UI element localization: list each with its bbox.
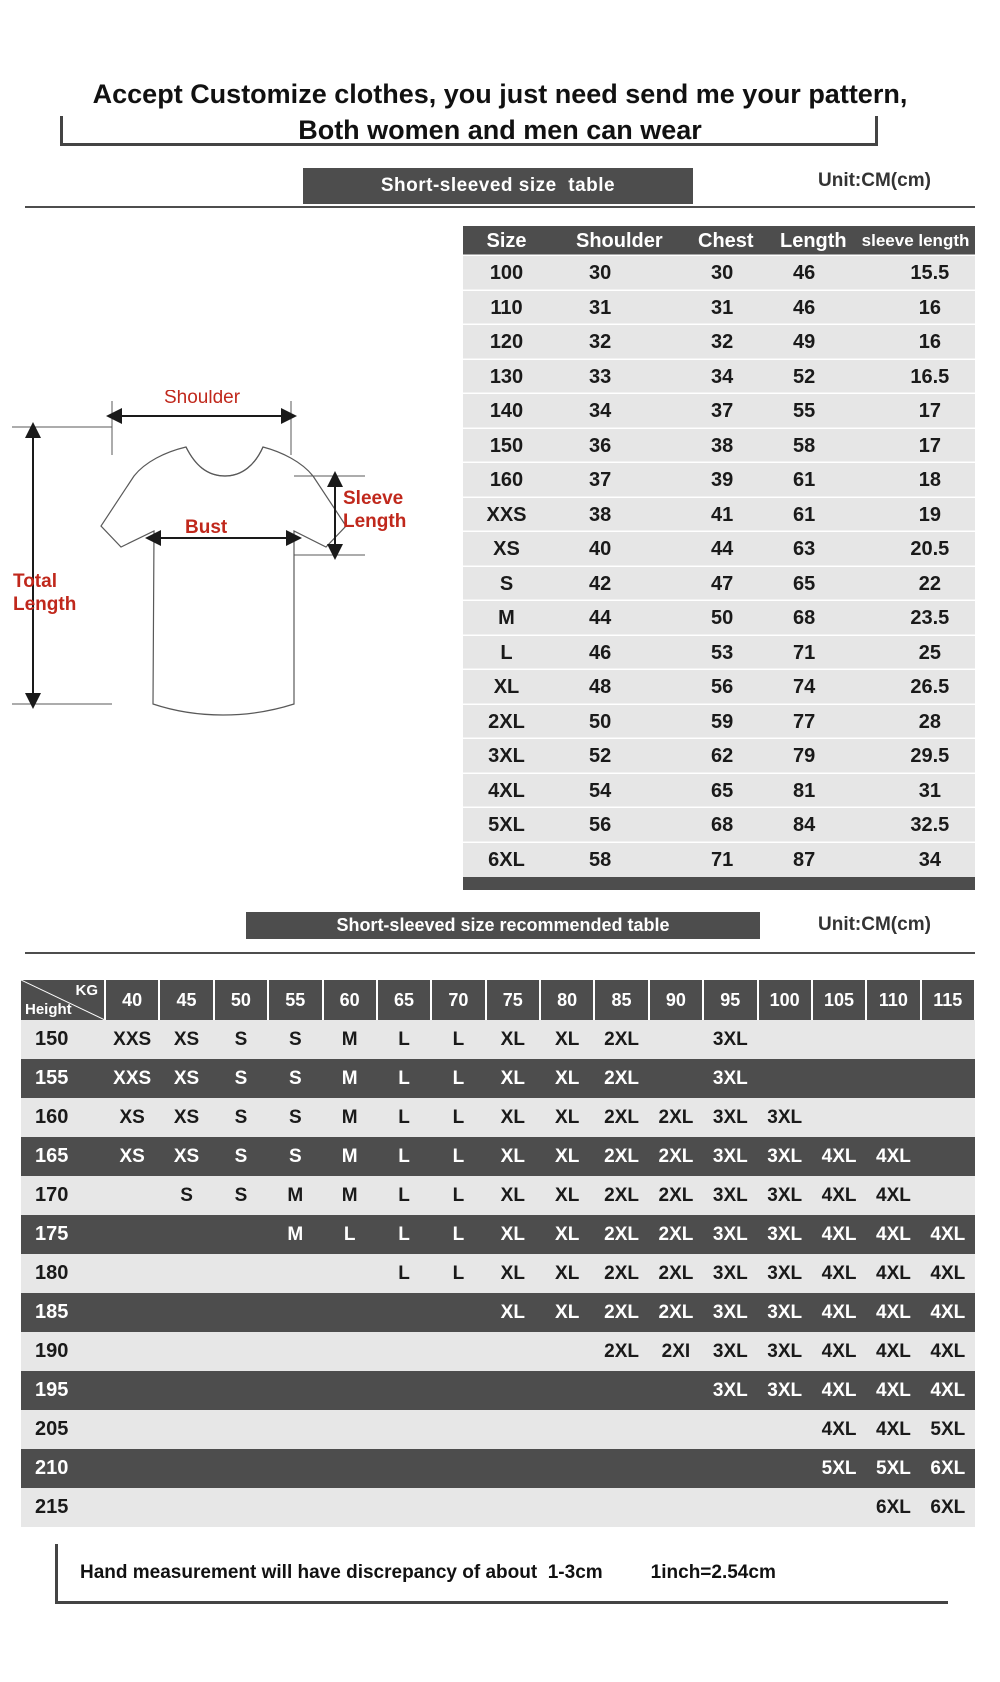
svg-text:Shoulder: Shoulder: [164, 390, 241, 408]
svg-text:Length: Length: [13, 594, 76, 615]
svg-text:Total: Total: [13, 571, 57, 592]
svg-text:Sleeve: Sleeve: [343, 488, 403, 509]
svg-text:Bust: Bust: [185, 517, 228, 538]
svg-text:Length: Length: [343, 511, 406, 532]
